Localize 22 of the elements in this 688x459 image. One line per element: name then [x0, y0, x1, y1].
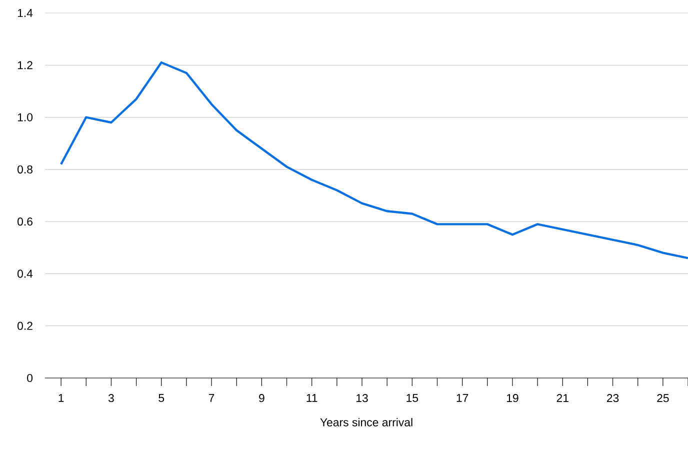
x-tick-label: 25 — [657, 394, 669, 402]
x-tick-label: 3 — [108, 394, 114, 402]
y-tick-label: 1.4 — [18, 9, 33, 17]
x-tick-label: 9 — [259, 394, 264, 402]
x-tick-label: 19 — [506, 394, 518, 402]
x-tick-label: 17 — [456, 394, 468, 402]
x-tick-label: 11 — [306, 394, 318, 402]
x-tick-label: 5 — [158, 394, 164, 402]
x-tick-label: 23 — [606, 394, 619, 402]
x-tick-label: 21 — [556, 394, 568, 402]
y-tick-label: 1.0 — [18, 113, 33, 122]
y-tick-label: 0.2 — [18, 322, 32, 330]
x-tick-label: 1 — [58, 394, 64, 402]
x-tick-label: 15 — [406, 394, 418, 402]
y-tick-label: 0.8 — [18, 165, 32, 174]
x-tick-label: 13 — [356, 394, 368, 402]
y-tick-label: 0.4 — [18, 270, 33, 278]
y-tick-label: 0 — [27, 374, 33, 382]
x-axis-title: Years since arrival — [320, 418, 412, 426]
x-tick-label: 7 — [208, 394, 214, 402]
y-tick-label: 0.6 — [18, 218, 32, 226]
y-tick-label: 1.2 — [18, 61, 32, 70]
